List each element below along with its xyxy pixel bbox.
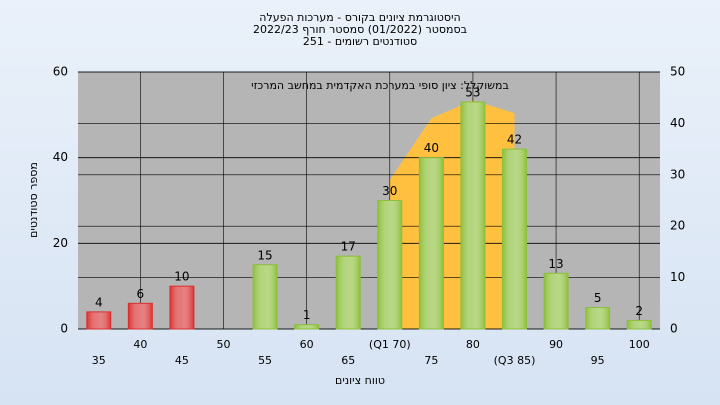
value-label: 6 [137, 287, 145, 301]
y2-tick-label: 50 [670, 65, 685, 79]
value-label: 13 [548, 257, 563, 271]
x-tick-label: 100 [629, 338, 650, 351]
x-tick-label: 80 [466, 338, 480, 351]
value-label: 10 [174, 270, 189, 284]
y2-tick-label: 20 [670, 219, 685, 233]
y-tick-label: 60 [53, 65, 68, 79]
x-axis-label: טווח ציונים [335, 374, 385, 387]
x-tick-label: 35 [92, 354, 106, 367]
bar [169, 285, 195, 330]
bar [377, 200, 403, 330]
value-label: 1 [303, 308, 311, 322]
bar [127, 302, 153, 330]
x-tick-label: 65 [341, 354, 355, 367]
value-label: 15 [257, 248, 272, 262]
value-label: 53 [465, 85, 480, 99]
bar [86, 311, 112, 330]
value-label: 5 [594, 291, 602, 305]
x-tick-label: (Q3 85) [494, 354, 536, 367]
bar [418, 157, 444, 330]
y-tick-label: 20 [53, 236, 68, 250]
y-tick-label: 40 [53, 150, 68, 164]
chart-subtitle: בסמסטר (01/2022) סמסטר חורף 2022/23 [253, 23, 467, 36]
chart-title: היסטוגרמת ציונים בקורס - מערכות הפעלה [259, 11, 460, 24]
bar [543, 272, 569, 330]
value-label: 2 [635, 304, 643, 318]
y2-tick-label: 40 [670, 116, 685, 130]
y-axis-label: מספר סטודנטים [27, 162, 40, 238]
plot-area [78, 72, 660, 329]
value-label: 30 [382, 184, 397, 198]
y2-tick-label: 0 [670, 322, 678, 336]
value-label: 4 [95, 295, 103, 309]
x-tick-label: 95 [591, 354, 605, 367]
chart-subtitle: סטודנטים רשומים - 251 [303, 35, 417, 48]
value-label: 42 [507, 133, 522, 147]
x-tick-label: 40 [133, 338, 147, 351]
bar [460, 101, 486, 330]
bar [335, 255, 361, 330]
y2-tick-label: 30 [670, 167, 685, 181]
x-tick-label: 60 [300, 338, 314, 351]
x-tick-label: (Q1 70) [369, 338, 411, 351]
x-tick-label: 50 [217, 338, 231, 351]
x-tick-label: 55 [258, 354, 272, 367]
y-tick-label: 0 [60, 322, 68, 336]
value-label: 17 [341, 240, 356, 254]
bar [294, 324, 320, 330]
y2-tick-label: 10 [670, 270, 685, 284]
x-tick-label: 45 [175, 354, 189, 367]
bar [626, 319, 652, 330]
x-tick-label: 90 [549, 338, 563, 351]
value-label: 40 [424, 141, 439, 155]
bar [502, 148, 527, 330]
bar [252, 264, 278, 330]
annotation: במשוקלל: ציון סופי במערכת האקדמית במחשב … [251, 79, 509, 92]
bar [585, 307, 611, 330]
x-tick-label: 75 [424, 354, 438, 367]
